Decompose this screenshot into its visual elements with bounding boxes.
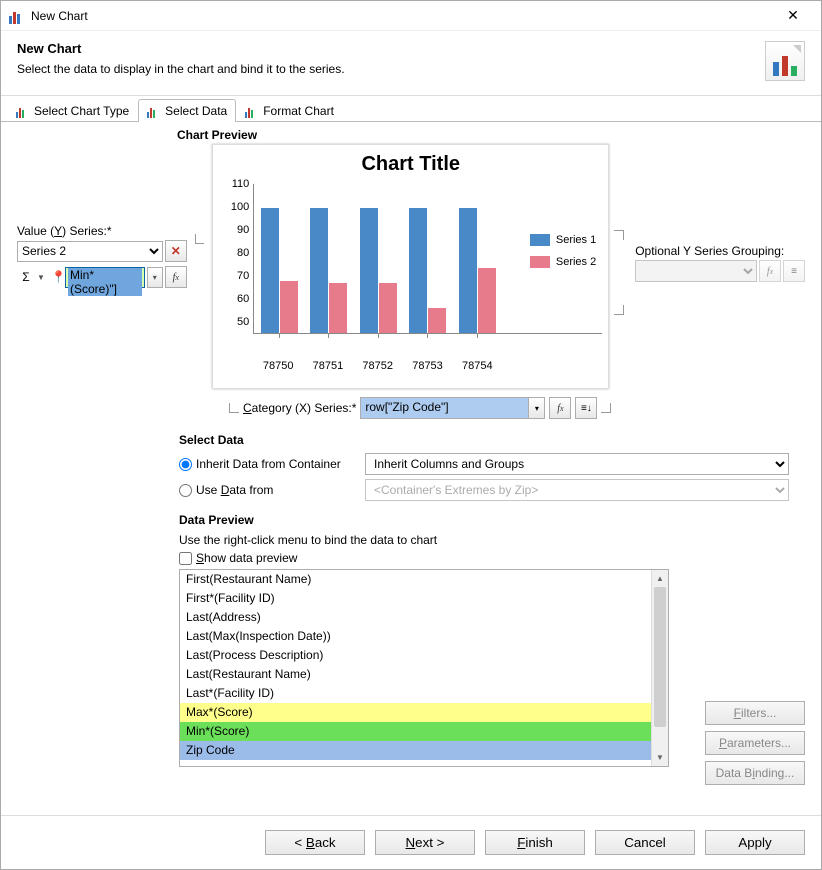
y-series-select[interactable]: Series 2 bbox=[17, 241, 163, 262]
cancel-button[interactable]: Cancel bbox=[595, 830, 695, 855]
y-expression-dropdown[interactable]: ▾ bbox=[147, 267, 163, 288]
grouping-fx-button[interactable]: fx bbox=[759, 260, 781, 282]
data-preview-list[interactable]: First(Restaurant Name)First*(Facility ID… bbox=[180, 570, 651, 766]
bracket-decoration bbox=[614, 230, 624, 240]
scroll-up-icon[interactable]: ▲ bbox=[652, 570, 668, 587]
finish-button[interactable]: Finish bbox=[485, 830, 585, 855]
list-item[interactable]: First*(Facility ID) bbox=[180, 589, 651, 608]
show-preview-label: Show data preview bbox=[196, 551, 297, 565]
legend-label-1: Series 1 bbox=[556, 234, 596, 246]
use-data-label: Use Data from bbox=[196, 483, 273, 497]
next-button[interactable]: Next > bbox=[375, 830, 475, 855]
tab-select-chart-type[interactable]: Select Chart Type bbox=[7, 99, 138, 122]
category-dropdown-icon[interactable]: ▾ bbox=[528, 398, 544, 418]
data-preview-title: Data Preview bbox=[179, 513, 789, 527]
grouping-label: Optional Y Series Grouping: bbox=[635, 244, 805, 258]
fx-button[interactable]: fx bbox=[165, 266, 187, 288]
footer-buttons: < Back Next > Finish Cancel Apply bbox=[1, 815, 821, 869]
plot-area: Series 1 Series 2 bbox=[253, 184, 602, 334]
grouping-sort-button[interactable]: ≡ bbox=[783, 260, 805, 282]
list-item[interactable]: First(Restaurant Name) bbox=[180, 570, 651, 589]
category-fx-button[interactable]: fx bbox=[549, 397, 571, 419]
show-preview-checkbox[interactable] bbox=[179, 552, 192, 565]
use-data-select[interactable]: <Container's Extremes by Zip> bbox=[365, 479, 789, 501]
tab-label: Format Chart bbox=[263, 104, 334, 118]
list-item[interactable]: Min*(Score) bbox=[180, 722, 651, 741]
tab-label: Select Chart Type bbox=[34, 104, 129, 118]
chart-title: Chart Title bbox=[219, 153, 602, 176]
use-data-radio[interactable] bbox=[179, 484, 192, 497]
legend-swatch-2 bbox=[530, 256, 550, 268]
select-data-icon bbox=[147, 104, 161, 118]
category-input[interactable]: row["Zip Code"] ▾ bbox=[360, 397, 545, 419]
legend-label-2: Series 2 bbox=[556, 256, 596, 268]
chart-page-icon bbox=[765, 41, 805, 81]
list-item[interactable]: Last*(Facility ID) bbox=[180, 684, 651, 703]
inherit-data-radio[interactable] bbox=[179, 458, 192, 471]
x-axis-labels: 78750 78751 78752 78753 78754 bbox=[253, 360, 502, 372]
tab-strip: Select Chart Type Select Data Format Cha… bbox=[1, 98, 821, 122]
scrollbar[interactable]: ▲ ▼ bbox=[651, 570, 668, 766]
bracket-decoration bbox=[229, 403, 239, 413]
data-binding-button[interactable]: Data Binding... bbox=[705, 761, 805, 785]
tab-format-chart[interactable]: Format Chart bbox=[236, 99, 343, 122]
y-expression-input[interactable]: Min*(Score)"] bbox=[65, 267, 145, 288]
sigma-icon[interactable]: Σ bbox=[17, 270, 35, 284]
scroll-down-icon[interactable]: ▼ bbox=[652, 749, 668, 766]
apply-button[interactable]: Apply bbox=[705, 830, 805, 855]
legend: Series 1 Series 2 bbox=[530, 234, 596, 278]
bracket-decoration bbox=[614, 305, 624, 315]
tab-select-data[interactable]: Select Data bbox=[138, 99, 236, 122]
inherit-data-label: Inherit Data from Container bbox=[196, 457, 341, 471]
data-preview-hint: Use the right-click menu to bind the dat… bbox=[179, 533, 789, 547]
titlebar: New Chart ✕ bbox=[1, 1, 821, 31]
select-data-title: Select Data bbox=[179, 433, 789, 447]
header-title: New Chart bbox=[17, 41, 765, 56]
bracket-decoration bbox=[195, 234, 204, 244]
dialog-window: New Chart ✕ New Chart Select the data to… bbox=[0, 0, 822, 870]
y-series-label: Value (Y) Series:* bbox=[17, 224, 187, 238]
close-icon[interactable]: ✕ bbox=[773, 7, 813, 24]
filters-button[interactable]: Filters... bbox=[705, 701, 805, 725]
category-label: Category (X) Series:* bbox=[243, 401, 356, 415]
scroll-thumb[interactable] bbox=[654, 587, 666, 727]
inherit-select[interactable]: Inherit Columns and Groups bbox=[365, 453, 789, 475]
pin-icon[interactable]: 📍 bbox=[51, 270, 63, 284]
y-axis-labels: 110 100 90 80 70 60 50 bbox=[219, 178, 253, 328]
chart-app-icon bbox=[9, 8, 25, 24]
window-title: New Chart bbox=[31, 9, 773, 23]
header: New Chart Select the data to display in … bbox=[1, 31, 821, 96]
legend-swatch-1 bbox=[530, 234, 550, 246]
list-item[interactable]: Max*(Score) bbox=[180, 703, 651, 722]
delete-series-button[interactable]: ✕ bbox=[165, 240, 187, 262]
chart-preview-label: Chart Preview bbox=[177, 128, 805, 142]
list-item[interactable]: Last(Process Description) bbox=[180, 646, 651, 665]
category-sort-button[interactable]: ≡↓ bbox=[575, 397, 597, 419]
chart-preview-box: Chart Title 110 100 90 80 70 60 50 bbox=[212, 144, 609, 389]
list-item[interactable]: Last(Max(Inspection Date)) bbox=[180, 627, 651, 646]
tab-label: Select Data bbox=[165, 104, 227, 118]
list-item[interactable]: Last(Address) bbox=[180, 608, 651, 627]
chart-type-icon bbox=[16, 104, 30, 118]
sigma-dropdown-icon[interactable]: ▼ bbox=[37, 273, 49, 282]
parameters-button[interactable]: Parameters... bbox=[705, 731, 805, 755]
list-item[interactable]: Zip Code bbox=[180, 741, 651, 760]
header-subtitle: Select the data to display in the chart … bbox=[17, 62, 765, 76]
list-item[interactable]: Last(Restaurant Name) bbox=[180, 665, 651, 684]
grouping-select[interactable] bbox=[635, 260, 757, 282]
format-chart-icon bbox=[245, 104, 259, 118]
back-button[interactable]: < Back bbox=[265, 830, 365, 855]
bracket-decoration bbox=[601, 403, 611, 413]
